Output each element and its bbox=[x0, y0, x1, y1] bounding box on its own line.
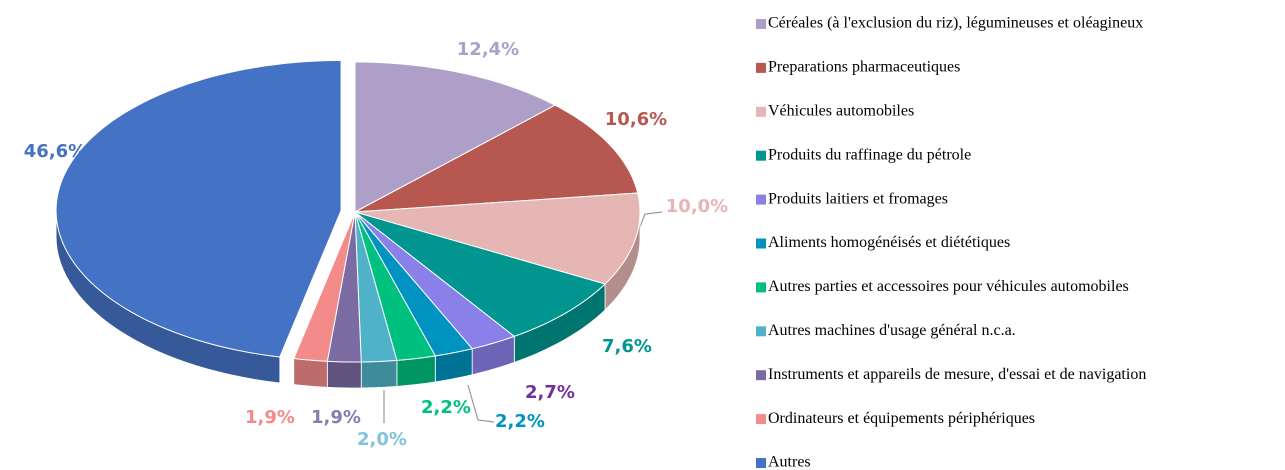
legend-label: Instruments et appareils de mesure, d'es… bbox=[768, 366, 1146, 383]
legend-swatch bbox=[756, 19, 766, 29]
data-label: 2,7% bbox=[525, 382, 575, 403]
slice-side bbox=[293, 358, 328, 388]
data-label: 10,0% bbox=[666, 196, 728, 217]
data-label: 2,2% bbox=[495, 411, 545, 432]
slice bbox=[354, 211, 474, 357]
legend-swatch bbox=[756, 370, 766, 381]
legend-label: Produits laitiers et fromages bbox=[768, 190, 948, 207]
legend-swatch bbox=[756, 62, 766, 73]
slice-side bbox=[360, 359, 398, 389]
data-label: 46,6% bbox=[24, 141, 86, 162]
legend-swatch bbox=[756, 194, 766, 205]
slice bbox=[354, 192, 641, 285]
slice bbox=[354, 211, 437, 361]
legend-label: Céréales (à l'exclusion du riz), légumin… bbox=[768, 15, 1143, 32]
slice bbox=[55, 59, 342, 358]
leader-line bbox=[467, 384, 495, 423]
legend-swatch bbox=[756, 282, 766, 293]
legend-label: Autres parties et accessoires pour véhic… bbox=[768, 278, 1129, 295]
legend-swatch bbox=[756, 106, 766, 117]
data-label: 1,9% bbox=[245, 407, 295, 428]
legend-label: Aliments homogénéisés et diététiques bbox=[768, 234, 1010, 251]
data-label: 7,6% bbox=[602, 336, 652, 357]
data-label: 12,4% bbox=[457, 39, 519, 60]
data-label: 1,9% bbox=[311, 407, 361, 428]
data-label: 10,6% bbox=[605, 109, 667, 130]
pie-tops bbox=[55, 59, 641, 363]
legend-label: Produits du raffinage du pétrole bbox=[768, 146, 971, 163]
legend-swatch bbox=[756, 326, 766, 337]
slice bbox=[354, 61, 557, 213]
legend-swatch bbox=[756, 238, 766, 249]
legend-label: Ordinateurs et équipements périphériques bbox=[768, 410, 1035, 427]
legend-swatch bbox=[756, 414, 766, 425]
legend-swatch bbox=[756, 458, 766, 468]
data-label: 2,0% bbox=[357, 429, 407, 450]
legend-swatch bbox=[756, 150, 766, 161]
legend-label: Véhicules automobiles bbox=[768, 102, 914, 119]
slice-side bbox=[326, 360, 362, 389]
legend-label: Autres bbox=[768, 454, 811, 470]
pie-sides bbox=[55, 210, 641, 389]
slice bbox=[354, 211, 607, 337]
legend-label: Preparations pharmaceutiques bbox=[768, 59, 960, 76]
slice bbox=[354, 211, 398, 363]
legend-label: Autres machines d'usage général n.c.a. bbox=[768, 322, 1016, 339]
data-label: 2,2% bbox=[421, 397, 471, 418]
slice bbox=[326, 211, 362, 363]
slice bbox=[354, 211, 516, 350]
slice bbox=[354, 104, 639, 213]
slice-side bbox=[396, 355, 436, 387]
slice bbox=[293, 211, 356, 362]
